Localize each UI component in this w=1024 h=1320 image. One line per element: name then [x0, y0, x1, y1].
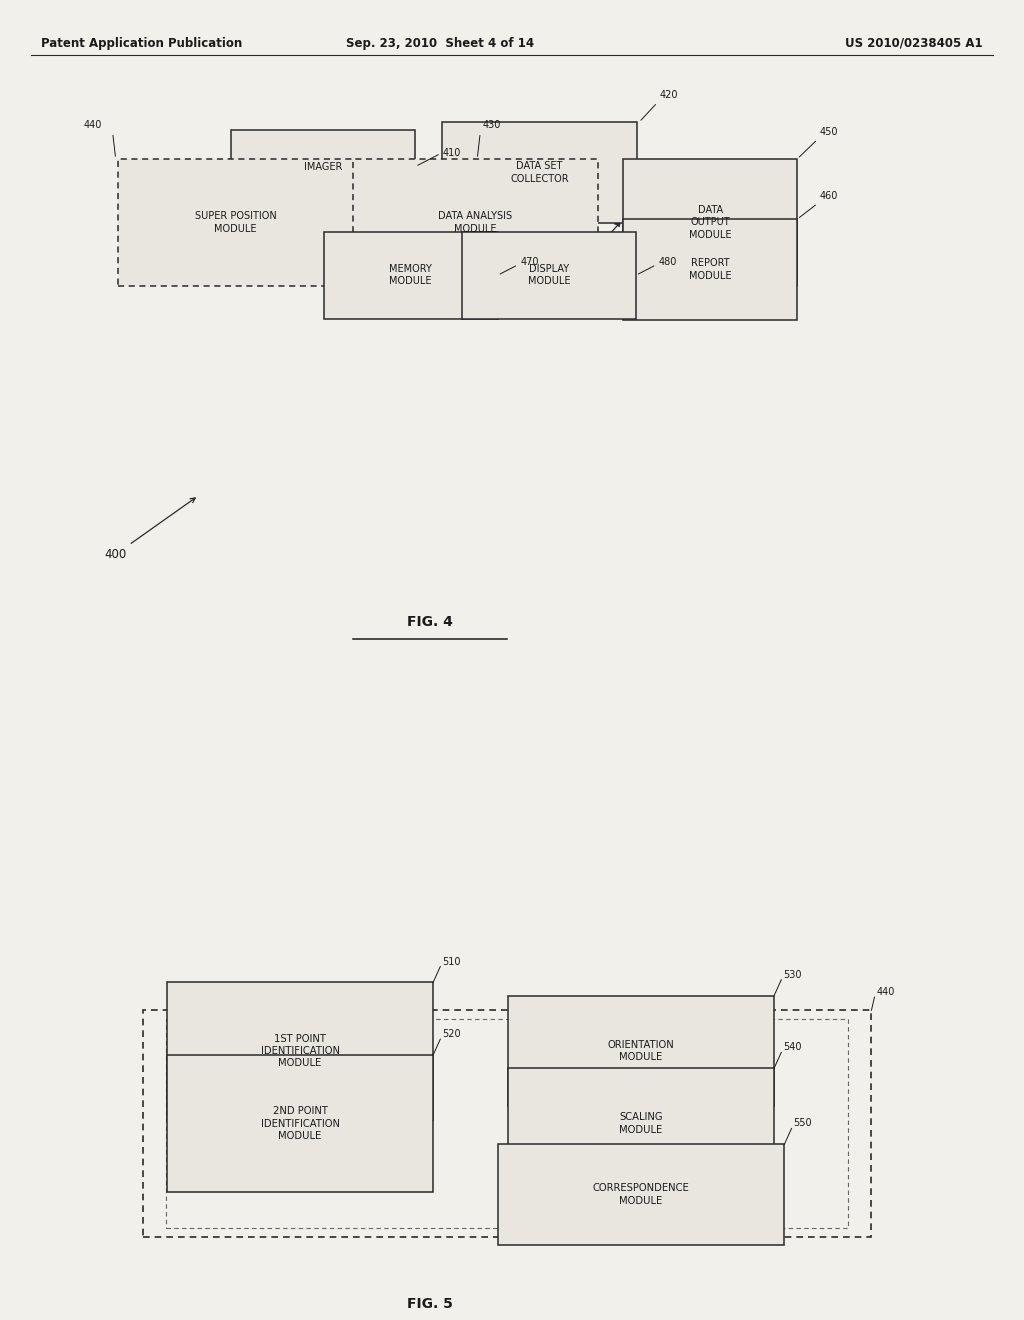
Bar — [442, 123, 637, 223]
Bar — [623, 158, 798, 285]
Bar — [508, 1068, 774, 1179]
Text: 400: 400 — [104, 498, 196, 561]
Text: 1ST POINT
IDENTIFICATION
MODULE: 1ST POINT IDENTIFICATION MODULE — [260, 1034, 340, 1068]
Text: US 2010/0238405 A1: US 2010/0238405 A1 — [846, 37, 983, 50]
Text: 410: 410 — [442, 148, 461, 158]
Text: 420: 420 — [659, 90, 678, 100]
Text: 510: 510 — [442, 957, 461, 966]
Text: MEMORY
MODULE: MEMORY MODULE — [389, 264, 432, 286]
Text: 450: 450 — [819, 127, 839, 136]
Bar — [167, 982, 433, 1119]
Text: SUPER POSITION
MODULE: SUPER POSITION MODULE — [195, 211, 276, 234]
Text: FIG. 4: FIG. 4 — [408, 615, 453, 628]
Text: DATA
OUTPUT
MODULE: DATA OUTPUT MODULE — [689, 205, 731, 240]
Bar — [143, 1010, 871, 1237]
Text: 520: 520 — [442, 1030, 461, 1039]
Bar — [231, 129, 416, 203]
Bar — [166, 1019, 848, 1228]
Text: 530: 530 — [783, 970, 802, 979]
Text: 460: 460 — [819, 190, 838, 201]
Bar — [623, 219, 798, 319]
Text: Patent Application Publication: Patent Application Publication — [41, 37, 243, 50]
Text: REPORT
MODULE: REPORT MODULE — [689, 259, 731, 281]
Text: DATA ANALYSIS
MODULE: DATA ANALYSIS MODULE — [438, 211, 512, 234]
Text: CORRESPONDENCE
MODULE: CORRESPONDENCE MODULE — [593, 1183, 689, 1205]
Text: 430: 430 — [482, 120, 501, 129]
Bar — [167, 1055, 433, 1192]
Text: IMAGER: IMAGER — [304, 161, 342, 172]
Text: 470: 470 — [520, 257, 539, 267]
Text: DISPLAY
MODULE: DISPLAY MODULE — [527, 264, 570, 286]
Text: 440: 440 — [877, 987, 895, 997]
Text: 440: 440 — [84, 120, 102, 129]
Text: FIG. 5: FIG. 5 — [408, 1298, 453, 1311]
Bar — [508, 995, 774, 1106]
Text: SCALING
MODULE: SCALING MODULE — [620, 1113, 663, 1135]
Bar — [324, 232, 498, 319]
Text: 480: 480 — [658, 257, 677, 267]
Text: 550: 550 — [794, 1118, 812, 1129]
Text: Sep. 23, 2010  Sheet 4 of 14: Sep. 23, 2010 Sheet 4 of 14 — [346, 37, 535, 50]
Text: 2ND POINT
IDENTIFICATION
MODULE: 2ND POINT IDENTIFICATION MODULE — [260, 1106, 340, 1140]
Bar — [352, 158, 598, 285]
Bar — [118, 158, 353, 285]
Text: ORIENTATION
MODULE: ORIENTATION MODULE — [607, 1040, 675, 1063]
Text: DATA SET
COLLECTOR: DATA SET COLLECTOR — [510, 161, 569, 183]
Bar — [462, 232, 636, 319]
Bar — [498, 1144, 784, 1245]
Text: 540: 540 — [783, 1043, 802, 1052]
